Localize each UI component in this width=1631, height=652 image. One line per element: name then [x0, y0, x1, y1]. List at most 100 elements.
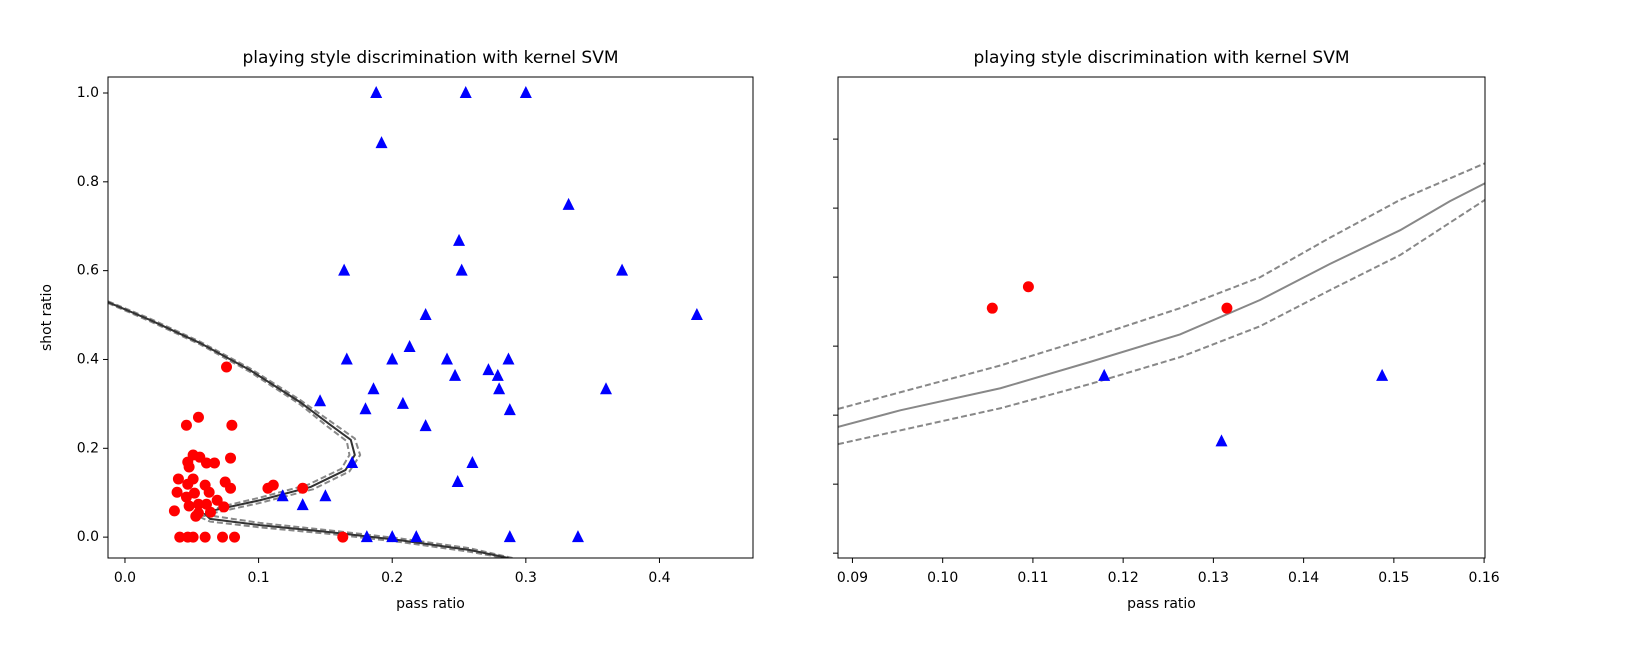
y-tick-label: 0.2 — [77, 440, 99, 456]
x-tick-label: 0.13 — [1198, 570, 1229, 586]
x-tick-label: 0.12 — [1108, 570, 1139, 586]
point — [491, 368, 504, 381]
point — [192, 411, 204, 423]
axes-frame — [837, 76, 1486, 559]
point — [451, 475, 464, 488]
point — [419, 419, 432, 432]
point — [203, 486, 215, 498]
point — [171, 486, 183, 498]
decision-line — [838, 198, 1485, 446]
point — [338, 263, 351, 276]
point — [221, 361, 233, 373]
chart-title: playing style discrimination with kernel… — [242, 48, 618, 68]
point — [276, 489, 289, 502]
point — [183, 500, 195, 512]
y-tick-label: 0.6 — [77, 263, 99, 279]
point — [225, 482, 237, 494]
x-axis-label: pass ratio — [396, 596, 465, 612]
y-tick-label: 0.8 — [77, 174, 99, 190]
point — [200, 457, 212, 469]
point — [1098, 368, 1111, 381]
point — [616, 263, 629, 276]
point — [1215, 434, 1228, 447]
point — [297, 482, 309, 494]
point — [403, 340, 416, 353]
x-tick-label: 0.2 — [381, 570, 403, 586]
point — [386, 352, 399, 365]
point — [600, 382, 613, 395]
point — [441, 352, 454, 365]
point — [346, 455, 359, 468]
point — [482, 363, 495, 376]
point — [180, 419, 192, 431]
point — [986, 302, 998, 314]
point — [1022, 281, 1034, 293]
chart-title: playing style discrimination with kernel… — [973, 48, 1349, 68]
x-tick-label: 0.09 — [837, 570, 868, 586]
point — [217, 531, 229, 543]
x-tick-label: 0.15 — [1378, 570, 1409, 586]
x-tick-label: 0.16 — [1469, 570, 1500, 586]
point — [337, 531, 349, 543]
point — [208, 457, 220, 469]
plot-area — [838, 162, 1485, 447]
point — [367, 382, 380, 395]
point — [386, 530, 399, 543]
x-tick-label: 0.3 — [515, 570, 537, 586]
point — [187, 531, 199, 543]
y-tick-label: 0.4 — [77, 351, 99, 367]
decision-line — [108, 302, 513, 558]
point — [493, 382, 506, 395]
point — [503, 530, 516, 543]
x-tick-label: 0.11 — [1017, 570, 1048, 586]
point — [449, 368, 462, 381]
point — [172, 473, 184, 485]
x-tick-label: 0.14 — [1288, 570, 1319, 586]
point — [360, 530, 373, 543]
point — [192, 498, 204, 510]
decision-line — [108, 301, 509, 558]
point — [226, 419, 238, 431]
x-axis-label: pass ratio — [1127, 596, 1196, 612]
point — [1221, 302, 1233, 314]
point — [180, 491, 192, 503]
point — [690, 308, 703, 321]
point — [183, 461, 195, 473]
x-tick-label: 0.10 — [927, 570, 958, 586]
decision-line — [838, 162, 1485, 410]
y-axis-label: shot ratio — [39, 284, 55, 351]
point — [571, 530, 584, 543]
point — [562, 197, 575, 210]
point — [519, 85, 532, 98]
plot-area — [108, 85, 703, 558]
point — [503, 403, 516, 416]
point — [1376, 368, 1389, 381]
point — [204, 506, 216, 518]
point — [296, 498, 309, 511]
point — [319, 489, 332, 502]
x-tick-label: 0.1 — [247, 570, 269, 586]
point — [375, 136, 388, 149]
point — [340, 352, 353, 365]
point — [466, 455, 479, 468]
point — [199, 531, 211, 543]
point — [182, 478, 194, 490]
decision-line — [838, 182, 1485, 428]
point — [396, 396, 409, 409]
point — [410, 530, 423, 543]
point — [502, 352, 515, 365]
point — [419, 308, 432, 321]
point — [168, 505, 180, 517]
point — [218, 501, 230, 513]
decision-line — [108, 300, 505, 558]
x-tick-label: 0.4 — [648, 570, 670, 586]
axes-frame — [107, 76, 754, 559]
point — [453, 233, 466, 246]
y-tick-label: 0.0 — [77, 529, 99, 545]
point — [229, 531, 241, 543]
y-tick-label: 1.0 — [77, 85, 99, 101]
point — [225, 452, 237, 464]
point — [314, 394, 327, 407]
point — [455, 263, 468, 276]
